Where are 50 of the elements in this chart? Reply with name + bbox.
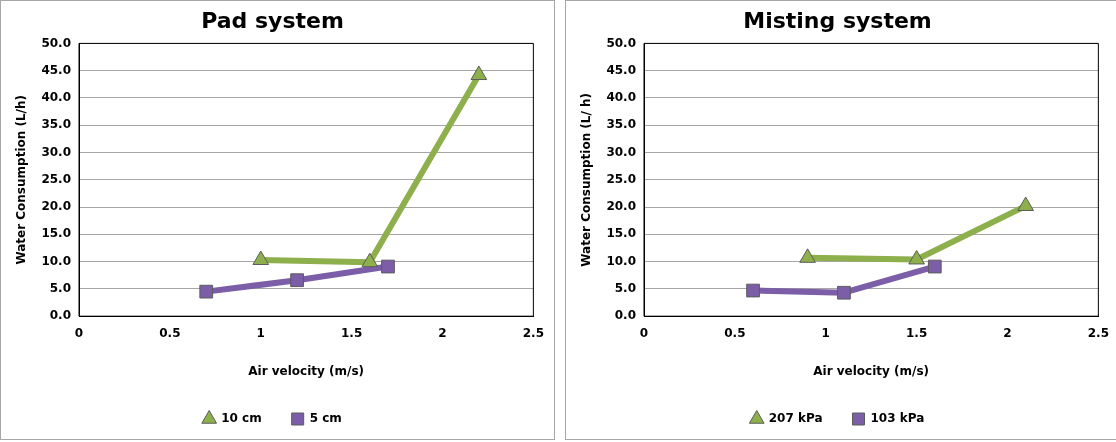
y-tick-label: 10.0	[606, 253, 637, 268]
point	[199, 284, 214, 299]
y-tick-label: 50.0	[606, 35, 637, 50]
y-tick-label: 45.0	[606, 62, 637, 77]
x-tick-label: 2.5	[1087, 325, 1109, 340]
y-tick-label: 15.0	[606, 226, 637, 241]
x-tick-label: 2	[1003, 325, 1012, 340]
y-tick-label: 20.0	[606, 199, 637, 214]
y-tick-label: 20.0	[41, 199, 72, 214]
x-axis-title: Air velocity (m/s)	[813, 363, 930, 378]
x-tick-label: 2.5	[522, 325, 544, 340]
point	[290, 273, 304, 288]
x-axis-title: Air velocity (m/s)	[248, 363, 365, 378]
legend-label: 207 kPa	[768, 411, 823, 426]
x-tick-label: 1.5	[340, 325, 363, 340]
legend-label: 5 cm	[309, 411, 342, 426]
legend-label: 10 cm	[221, 411, 262, 426]
x-tick-label: 0.5	[724, 325, 746, 340]
y-tick-label: 45.0	[41, 62, 72, 77]
point	[252, 250, 270, 265]
y-axis-title: Water Consumption (L/h)	[14, 95, 29, 265]
point	[381, 259, 395, 274]
y-tick-label: 10.0	[41, 253, 72, 268]
y-tick-label: 25.0	[41, 171, 72, 186]
y-tick-label: 25.0	[606, 171, 637, 186]
y-tick-label: 0.0	[614, 308, 637, 323]
y-tick-label: 15.0	[41, 226, 72, 241]
y-tick-label: 30.0	[606, 144, 637, 159]
y-tick-label: 5.0	[614, 281, 637, 296]
y-tick-label: 40.0	[41, 90, 72, 105]
x-tick-label: 1	[821, 325, 830, 340]
y-tick-label: 5.0	[49, 281, 72, 296]
x-tick-label: 1	[256, 325, 265, 340]
point	[361, 252, 379, 268]
x-tick-label: 0	[74, 325, 84, 340]
y-tick-label: 30.0	[41, 144, 72, 159]
legend-label: 103 kPa	[870, 411, 925, 426]
x-tick-label: 0.5	[159, 325, 181, 340]
chart-title: Pad system	[201, 7, 344, 33]
y-tick-label: 35.0	[606, 117, 637, 132]
y-tick-label: 0.0	[49, 308, 72, 323]
x-tick-label: 1.5	[905, 325, 928, 340]
point	[470, 65, 488, 81]
x-tick-label: 2	[438, 325, 447, 340]
chart-title: Misting system	[743, 7, 932, 33]
y-tick-label: 50.0	[41, 35, 72, 50]
y-tick-label: 35.0	[41, 117, 72, 132]
x-tick-label: 0	[639, 325, 649, 340]
y-axis-title: Water Consumption (L/ h)	[579, 92, 594, 267]
y-tick-label: 40.0	[606, 90, 637, 105]
